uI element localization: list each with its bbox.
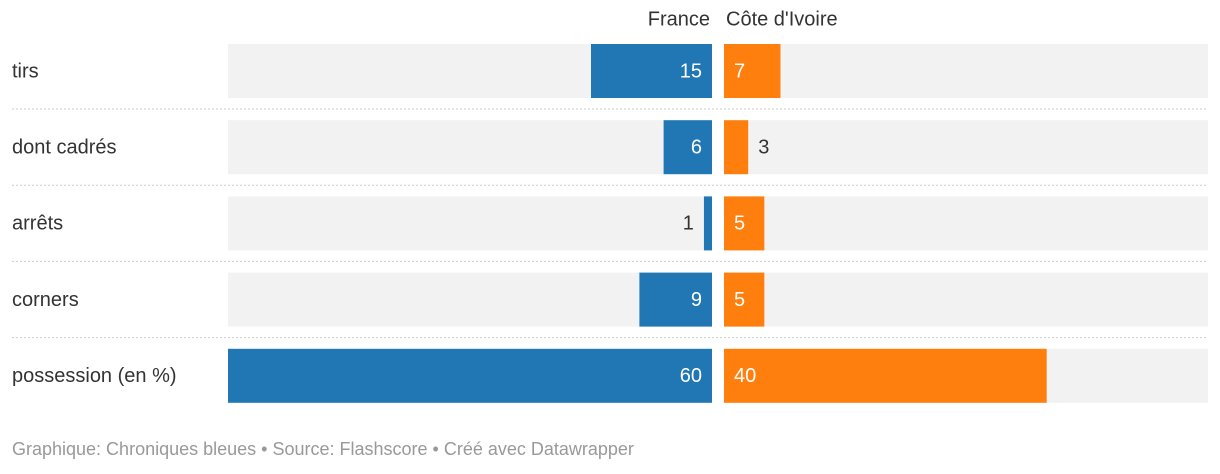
bar (663, 120, 712, 175)
panel-bg (228, 196, 712, 251)
bar (703, 196, 712, 251)
bar (591, 44, 712, 98)
category-label: tirs (12, 60, 39, 82)
value-label: 6 (691, 136, 702, 158)
panel-bg (228, 120, 712, 175)
panel-bg (724, 272, 1208, 327)
category-label: possession (en %) (12, 365, 177, 387)
source-note: Graphique: Chroniques bleues • Source: F… (12, 439, 634, 459)
legend-label: Côte d'Ivoire (726, 8, 838, 30)
value-label: 9 (691, 289, 702, 311)
bar (724, 44, 781, 98)
category-label: arrêts (12, 213, 63, 235)
category-label: corners (12, 289, 79, 311)
panel-bg (228, 272, 712, 327)
category-label: dont cadrés (12, 136, 117, 158)
value-label: 5 (734, 213, 745, 235)
value-label: 7 (734, 60, 745, 82)
value-label: 5 (734, 289, 745, 311)
value-label: 3 (758, 136, 769, 158)
bar (724, 348, 1047, 403)
bar (724, 196, 765, 251)
panel-bg (724, 196, 1208, 251)
value-label: 40 (734, 365, 756, 387)
panel-bg (724, 120, 1208, 175)
value-label: 15 (680, 60, 702, 82)
value-label: 60 (680, 365, 702, 387)
bar (724, 120, 749, 175)
value-label: 1 (683, 213, 694, 235)
bar (639, 272, 712, 327)
bar (724, 272, 765, 327)
panel-bg (724, 44, 1208, 98)
legend-label: France (648, 8, 710, 30)
bar (228, 348, 712, 403)
